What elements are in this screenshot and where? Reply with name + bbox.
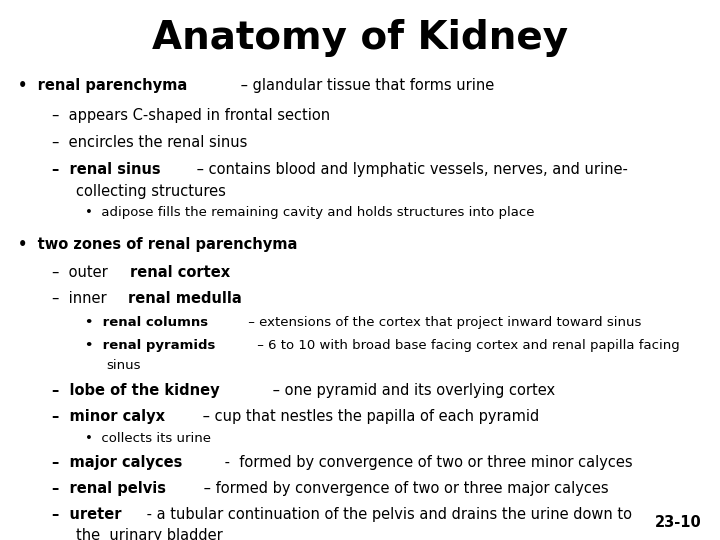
Text: •  renal parenchyma: • renal parenchyma (18, 78, 187, 93)
Text: –  outer: – outer (52, 265, 112, 280)
Text: 23-10: 23-10 (655, 515, 702, 530)
Text: •  renal columns: • renal columns (85, 316, 208, 329)
Text: –  lobe of the kidney: – lobe of the kidney (52, 383, 220, 399)
Text: – extensions of the cortex that project inward toward sinus: – extensions of the cortex that project … (244, 316, 642, 329)
Text: – contains blood and lymphatic vessels, nerves, and urine-: – contains blood and lymphatic vessels, … (192, 162, 628, 177)
Text: – formed by convergence of two or three major calyces: – formed by convergence of two or three … (199, 481, 608, 496)
Text: –  inner: – inner (52, 291, 111, 306)
Text: –  renal pelvis: – renal pelvis (52, 481, 166, 496)
Text: •  two zones of renal parenchyma: • two zones of renal parenchyma (18, 237, 297, 252)
Text: –  minor calyx: – minor calyx (52, 409, 165, 424)
Text: –  appears C-shaped in frontal section: – appears C-shaped in frontal section (52, 108, 330, 123)
Text: –  renal sinus: – renal sinus (52, 162, 161, 177)
Text: –  encircles the renal sinus: – encircles the renal sinus (52, 135, 247, 150)
Text: •  renal pyramids: • renal pyramids (85, 339, 215, 352)
Text: •  collects its urine: • collects its urine (85, 432, 211, 445)
Text: – one pyramid and its overlying cortex: – one pyramid and its overlying cortex (268, 383, 555, 399)
Text: –  ureter: – ureter (52, 507, 122, 522)
Text: •  adipose fills the remaining cavity and holds structures into place: • adipose fills the remaining cavity and… (85, 206, 534, 219)
Text: - a tubular continuation of the pelvis and drains the urine down to: - a tubular continuation of the pelvis a… (142, 507, 631, 522)
Text: sinus: sinus (107, 359, 141, 372)
Text: the  urinary bladder: the urinary bladder (76, 528, 222, 540)
Text: – cup that nestles the papilla of each pyramid: – cup that nestles the papilla of each p… (198, 409, 539, 424)
Text: – 6 to 10 with broad base facing cortex and renal papilla facing: – 6 to 10 with broad base facing cortex … (253, 339, 680, 352)
Text: renal cortex: renal cortex (130, 265, 230, 280)
Text: collecting structures: collecting structures (76, 184, 225, 199)
Text: Anatomy of Kidney: Anatomy of Kidney (152, 19, 568, 57)
Text: – glandular tissue that forms urine: – glandular tissue that forms urine (236, 78, 495, 93)
Text: renal medulla: renal medulla (128, 291, 242, 306)
Text: -  formed by convergence of two or three minor calyces: - formed by convergence of two or three … (220, 455, 633, 470)
Text: –  major calyces: – major calyces (52, 455, 182, 470)
